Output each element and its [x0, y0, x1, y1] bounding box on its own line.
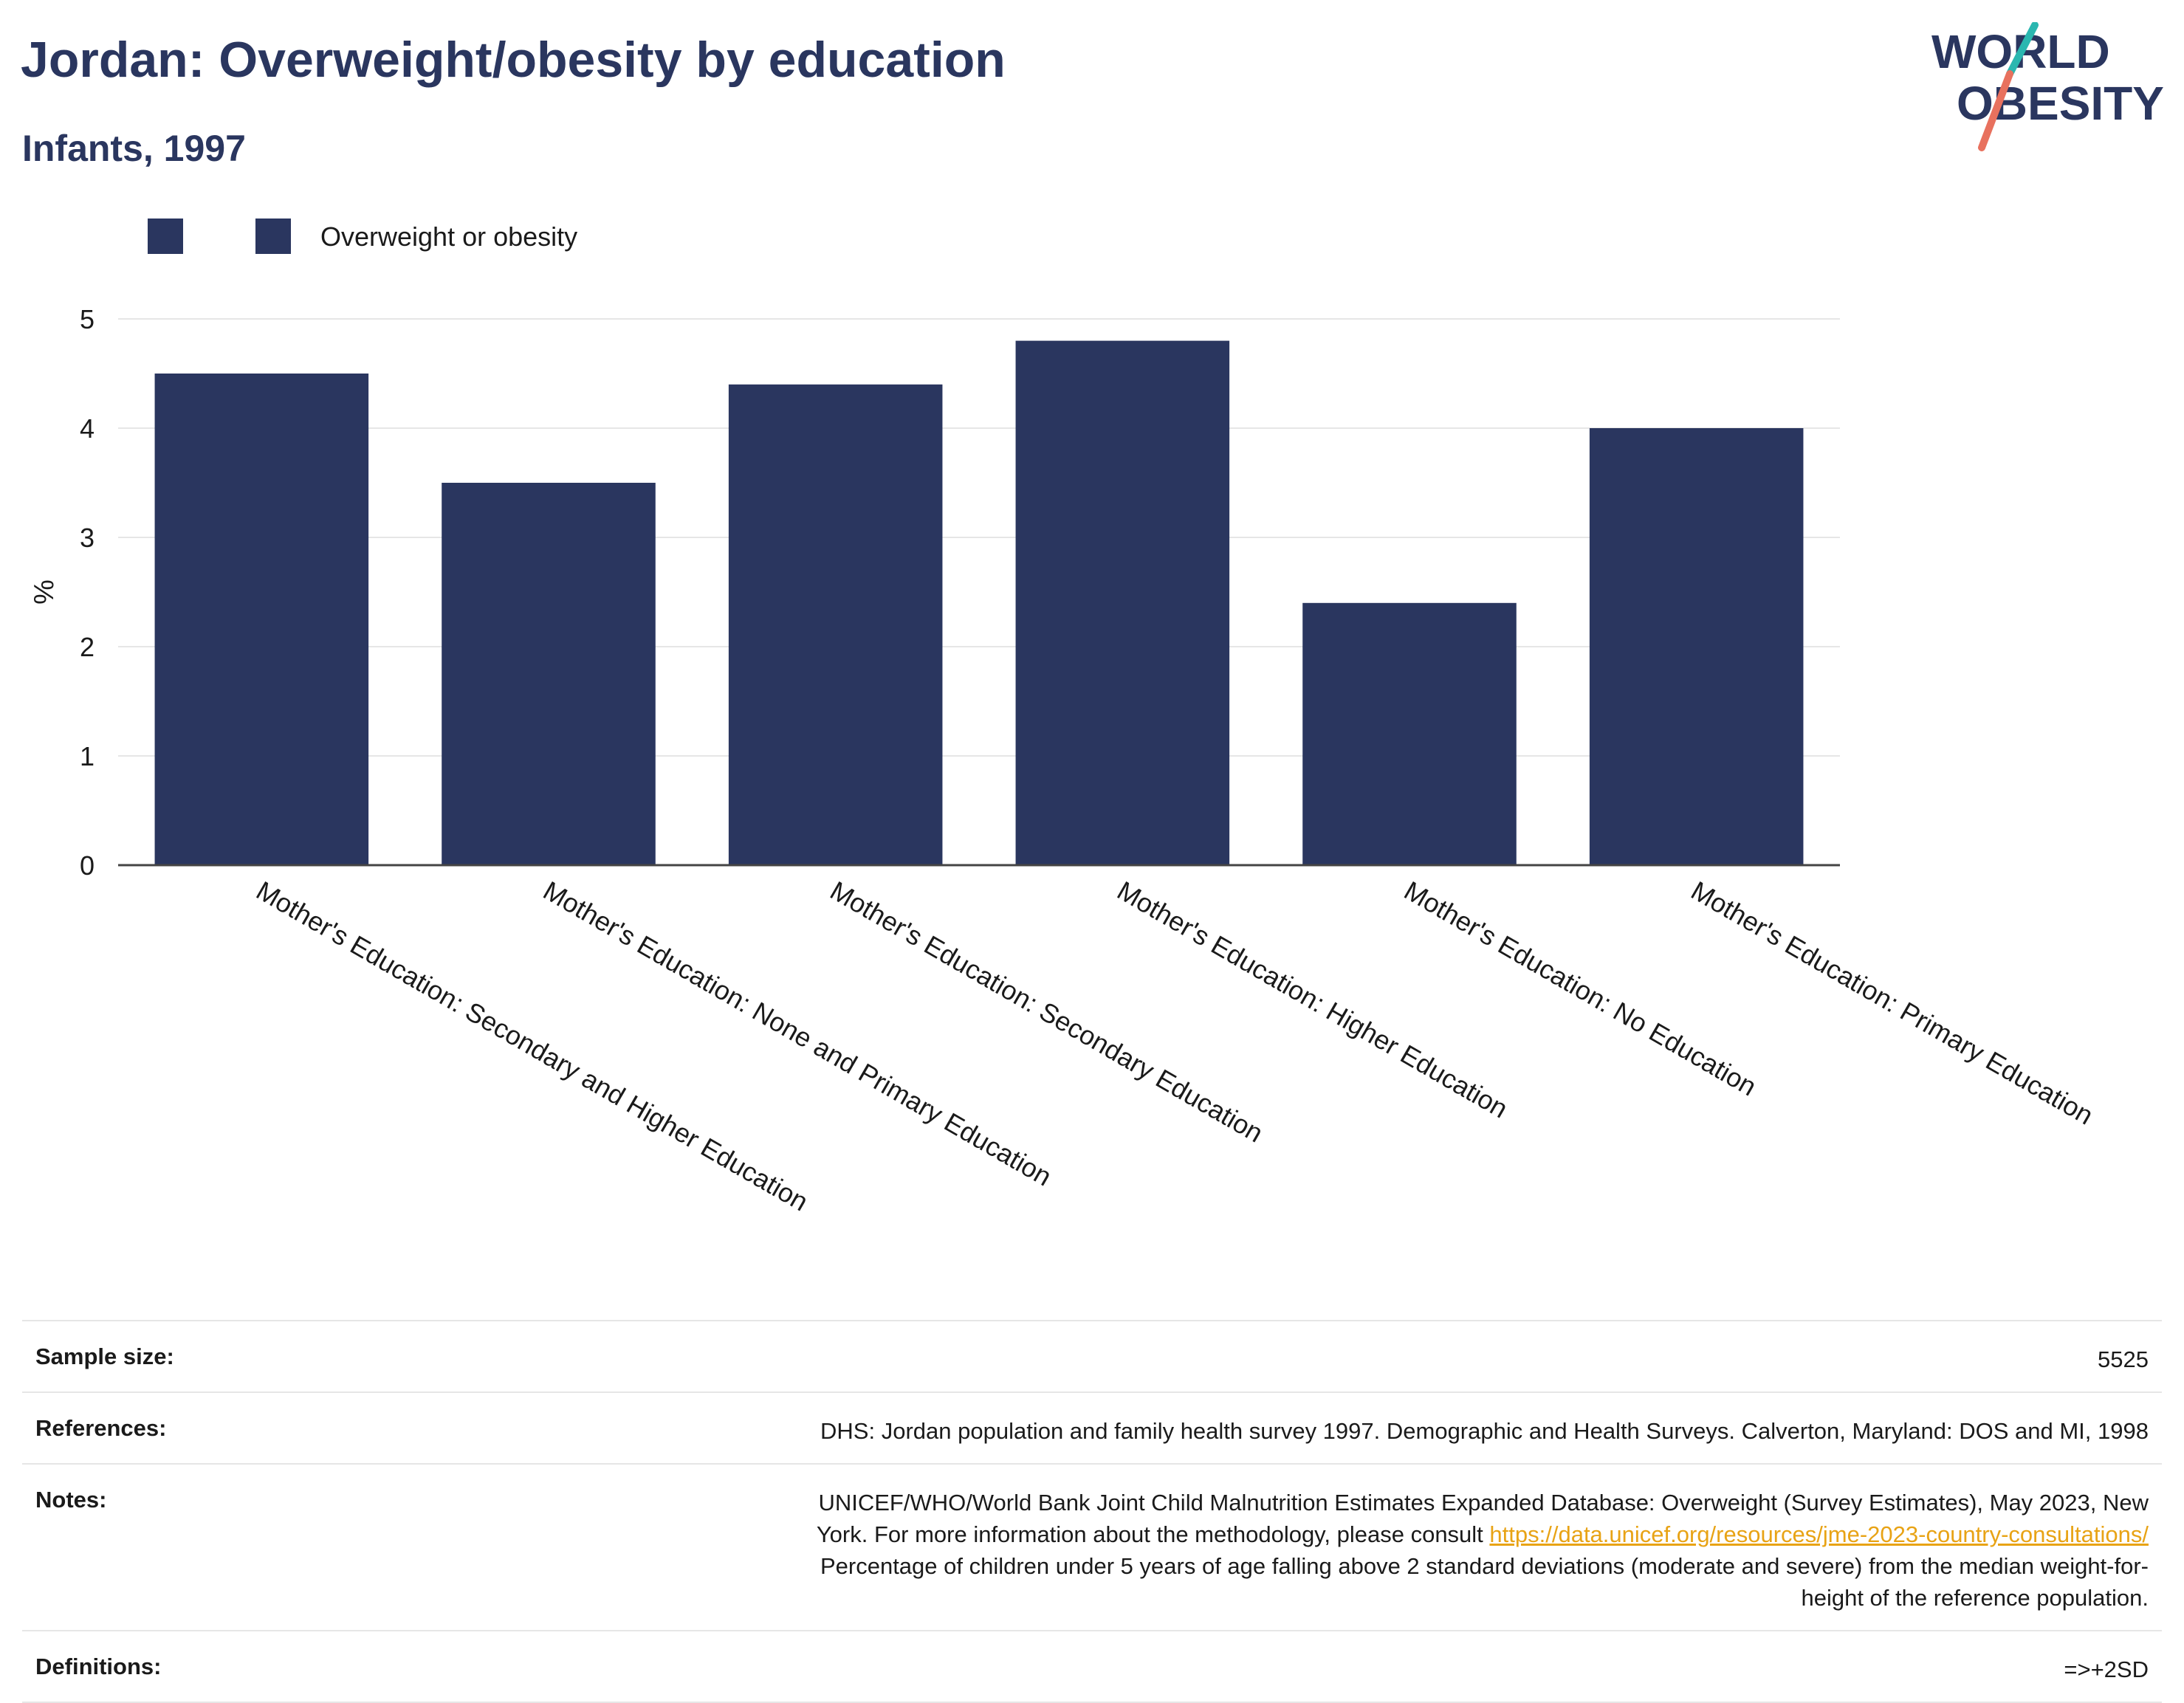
- bar: [442, 483, 656, 865]
- x-tick-label: Mother's Education: Secondary and Higher…: [251, 875, 813, 1217]
- x-tick-label: Mother's Education: None and Primary Edu…: [538, 875, 1057, 1191]
- notes-value: UNICEF/WHO/World Bank Joint Child Malnut…: [817, 1487, 2149, 1614]
- definitions-label: Definitions:: [35, 1654, 162, 1679]
- bar: [1015, 340, 1230, 866]
- legend-swatch-unnamed[interactable]: [148, 219, 183, 254]
- sample-size-label: Sample size:: [35, 1344, 174, 1369]
- y-tick-label: 1: [80, 741, 95, 771]
- bar-chart: 0 1 2 3 4 5% Mother's Education: Secondary and…: [29, 304, 2098, 1217]
- notes-line-3: Percentage of children under 5 years of …: [820, 1553, 2149, 1579]
- y-tick-label: 5: [80, 304, 95, 334]
- notes-label: Notes:: [35, 1487, 107, 1513]
- logo-accent-teal: [2006, 22, 2039, 78]
- notes-row: Notes: UNICEF/WHO/World Bank Joint Child…: [22, 1463, 2162, 1630]
- notes-line-4: height of the reference population.: [1801, 1585, 2149, 1611]
- y-tick-label: 2: [80, 632, 95, 662]
- y-axis-label: %: [29, 579, 60, 605]
- definitions-value: =>+2SD: [2064, 1656, 2149, 1682]
- notes-line-2-text: York. For more information about the met…: [816, 1521, 1490, 1547]
- references-value: DHS: Jordan population and family health…: [820, 1418, 2149, 1444]
- legend-label-overweight: Overweight or obesity: [320, 221, 578, 252]
- bar: [1302, 602, 1517, 865]
- bar: [728, 384, 943, 865]
- bar: [154, 374, 369, 865]
- chart-subtitle: Infants, 1997: [22, 128, 246, 169]
- y-tick-label: 4: [80, 413, 95, 444]
- references-label: References:: [35, 1415, 167, 1441]
- notes-line-2: York. For more information about the met…: [817, 1518, 2149, 1550]
- sample-size-row: Sample size: 5525: [22, 1320, 2162, 1391]
- definitions-row: Definitions: =>+2SD: [22, 1630, 2162, 1703]
- world-obesity-logo: WORLD OBESITY: [1931, 22, 2163, 151]
- logo-accent-coral: [1978, 70, 2013, 151]
- notes-link[interactable]: https://data.unicef.org/resources/jme-20…: [1489, 1521, 2149, 1547]
- bar: [1589, 428, 1804, 865]
- sample-size-value: 5525: [2098, 1346, 2149, 1372]
- legend-swatch-overweight[interactable]: [255, 219, 291, 254]
- y-tick-label: 0: [80, 850, 95, 881]
- chart-title: Jordan: Overweight/obesity by education: [21, 32, 1006, 88]
- references-row: References: DHS: Jordan population and f…: [22, 1391, 2162, 1463]
- chart-footer: Sample size: 5525 References: DHS: Jorda…: [22, 1320, 2162, 1703]
- y-tick-label: 3: [80, 523, 95, 553]
- notes-line-1: UNICEF/WHO/World Bank Joint Child Malnut…: [818, 1490, 2149, 1516]
- x-tick-label: Mother's Education: Secondary Education: [825, 875, 1268, 1148]
